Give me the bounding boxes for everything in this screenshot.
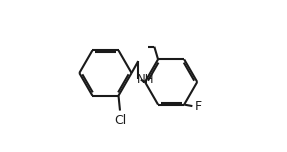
Text: NH: NH [137,73,154,86]
Text: Cl: Cl [114,114,126,127]
Text: F: F [195,100,202,113]
